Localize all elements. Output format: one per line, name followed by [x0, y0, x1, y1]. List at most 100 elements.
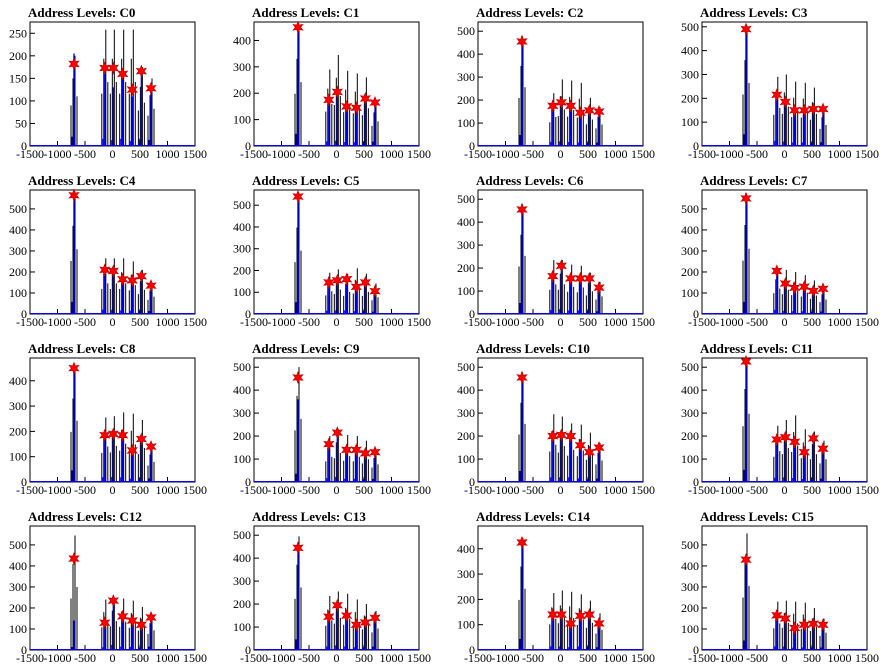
x-tick-label: 0: [782, 315, 788, 329]
x-tick-label: 1500: [407, 651, 431, 665]
x-tick-label: -500: [522, 147, 544, 161]
x-tick-label: 0: [558, 483, 564, 497]
histogram-panel: Address Levels: C70100200300400500-1500-…: [681, 173, 879, 329]
x-tick-label: -1000: [268, 483, 296, 497]
peak-marker: [350, 443, 362, 457]
peak-marker: [771, 88, 783, 102]
y-tick-label: 0: [693, 643, 699, 657]
peak-marker: [145, 610, 157, 624]
peak-marker: [340, 99, 353, 114]
peak-marker: [135, 618, 148, 632]
histogram-panel: Address Levels: C60100200300400500-1500-…: [457, 173, 655, 329]
peak-marker: [107, 61, 120, 75]
y-tick-label: 500: [457, 360, 475, 374]
peak-marker: [126, 443, 138, 457]
x-tick-label: -1000: [44, 651, 72, 665]
x-tick-label: 1000: [828, 147, 852, 161]
peak-marker: [555, 95, 568, 109]
y-tick-label: 100: [233, 620, 251, 634]
peak-marker: [68, 361, 80, 375]
x-tick-label: -500: [746, 147, 768, 161]
peak-marker: [135, 432, 148, 446]
x-tick-label: -500: [74, 315, 96, 329]
peak-marker: [740, 191, 752, 205]
peak-marker: [323, 437, 335, 451]
peak-marker: [779, 430, 792, 444]
y-tick-label: 500: [681, 20, 699, 34]
x-tick-label: -500: [746, 483, 768, 497]
peak-marker: [116, 272, 129, 286]
x-tick-label: 1500: [631, 651, 655, 665]
y-tick-label: 0: [245, 643, 251, 657]
x-tick-label: -500: [298, 315, 320, 329]
peak-marker: [740, 553, 752, 567]
y-tick-label: 100: [9, 286, 27, 300]
x-tick-label: 1000: [380, 147, 404, 161]
histogram-panel: Address Levels: C30100200300400500-1500-…: [681, 5, 879, 161]
y-tick-label: 100: [457, 284, 475, 298]
y-tick-label: 200: [233, 429, 251, 443]
peak-marker: [331, 426, 344, 440]
y-tick-label: 400: [681, 383, 699, 397]
peak-marker: [107, 264, 120, 278]
x-tick-label: 1500: [855, 147, 879, 161]
peak-marker: [369, 284, 381, 298]
x-tick-label: -1000: [44, 315, 72, 329]
x-tick-label: -500: [522, 651, 544, 665]
histogram-panel: Address Levels: C0 0 50 100 150 200 250 -1500 -1…: [9, 5, 207, 161]
histogram-panel: Address Levels: C50100200300400500-1500-…: [233, 173, 431, 329]
x-tick-label: -1500: [16, 483, 44, 497]
y-tick-label: 300: [457, 238, 475, 252]
peak-marker: [798, 445, 810, 459]
y-tick-label: 400: [457, 215, 475, 229]
peak-marker: [583, 271, 596, 285]
x-tick-label: 500: [355, 483, 373, 497]
y-tick-label: 200: [457, 592, 475, 606]
x-tick-label: -500: [74, 483, 96, 497]
panel-title: Address Levels: C6: [476, 173, 584, 188]
y-tick-label: 0: [245, 475, 251, 489]
x-tick-label: -1500: [464, 651, 492, 665]
peak-marker: [323, 93, 335, 107]
peak-marker: [68, 57, 80, 71]
y-tick-label: 400: [457, 383, 475, 397]
peak-marker: [817, 102, 829, 116]
peak-marker: [593, 281, 605, 295]
y-tick-label: 50: [15, 116, 27, 130]
peak-marker: [135, 64, 148, 78]
y-tick-label: 500: [681, 538, 699, 552]
peak-marker: [116, 67, 129, 81]
y-tick-label: 500: [681, 202, 699, 216]
peak-marker: [564, 429, 577, 443]
y-tick-label: 0: [245, 307, 251, 321]
y-tick-label: 300: [681, 67, 699, 81]
x-tick-label: 1000: [828, 483, 852, 497]
peak-marker: [340, 443, 353, 457]
y-tick-label: 200: [681, 91, 699, 105]
x-tick-label: 1000: [604, 315, 628, 329]
y-tick-label: 200: [457, 429, 475, 443]
peak-marker: [99, 616, 111, 630]
x-tick-label: 500: [803, 483, 821, 497]
y-tick-label: 300: [9, 580, 27, 594]
x-tick-label: -1000: [716, 483, 744, 497]
x-tick-label: -1000: [44, 147, 72, 161]
x-tick-label: -500: [298, 483, 320, 497]
peak-marker: [740, 354, 752, 369]
x-tick-label: 0: [782, 147, 788, 161]
peak-marker: [340, 272, 353, 286]
y-tick-label: 200: [681, 601, 699, 615]
peak-marker: [593, 440, 605, 455]
y-tick-label: 300: [457, 406, 475, 420]
peak-marker: [359, 446, 372, 460]
peak-marker: [564, 616, 577, 631]
y-tick-label: 0: [469, 307, 475, 321]
y-tick-label: 100: [681, 115, 699, 129]
x-tick-label: 500: [355, 315, 373, 329]
peak-marker: [359, 91, 372, 106]
peak-marker: [771, 608, 783, 622]
peak-marker: [116, 428, 129, 442]
y-tick-label: 300: [681, 244, 699, 258]
y-tick-label: 400: [681, 223, 699, 237]
y-tick-label: 0: [21, 139, 27, 153]
